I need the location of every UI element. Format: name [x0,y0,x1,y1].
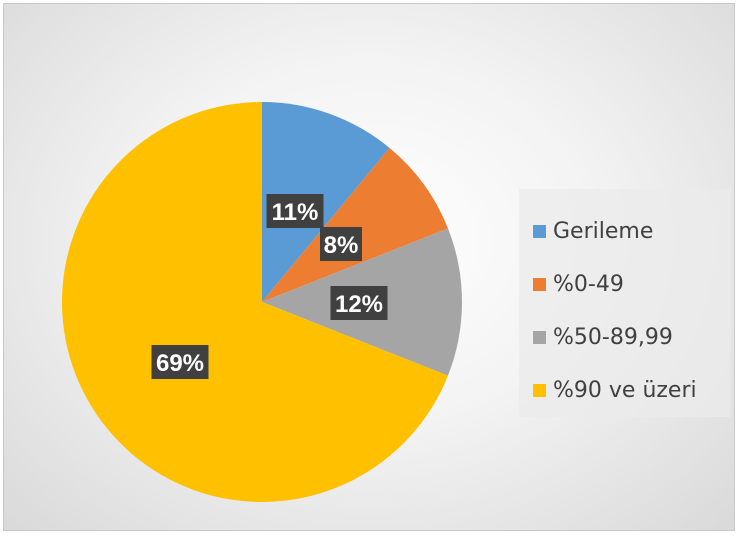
data-label-text: 8% [324,232,359,259]
legend-swatch [533,225,546,238]
data-label-text: 69% [156,350,204,377]
data-label-text: 12% [335,291,383,318]
legend-label: %90 ve üzeri [553,378,697,403]
data-label-box [266,194,324,228]
legend-swatch [533,384,546,397]
data-label: 8% [320,227,362,261]
pie-slices [61,102,463,502]
legend-item-90-ve-uzeri: %90 ve üzeri [533,364,730,417]
legend-item-50-89: %50-89,99 [533,311,730,364]
legend-item-gerileme: Gerileme [533,205,730,258]
legend-label: %0-49 [553,272,624,297]
data-label-box [151,345,209,379]
pie-chart: 11%8% 12% 69% [61,102,463,502]
legend-swatch [533,278,546,291]
chart-area: 11% 8% 12% 69% Gerileme %0-49 %50-89,99 %90… [3,3,735,531]
slice-0-49 [262,147,448,302]
legend-swatch [533,331,546,344]
slice-gerileme [262,102,390,302]
data-label: 12% [330,286,388,320]
data-label: 69% [151,345,209,379]
data-label: 11% [266,194,324,228]
legend-label: %50-89,99 [553,325,673,350]
data-label-box [330,286,388,320]
legend-item-0-49: %0-49 [533,258,730,311]
legend: Gerileme %0-49 %50-89,99 %90 ve üzeri [519,189,730,417]
legend-label: Gerileme [553,219,654,244]
data-label-text: 11% [272,199,319,226]
slice-90-ve-uzeri [61,102,448,502]
data-label-box [320,227,362,261]
pie-data-labels: 11%8% 12% 69% [151,194,388,379]
